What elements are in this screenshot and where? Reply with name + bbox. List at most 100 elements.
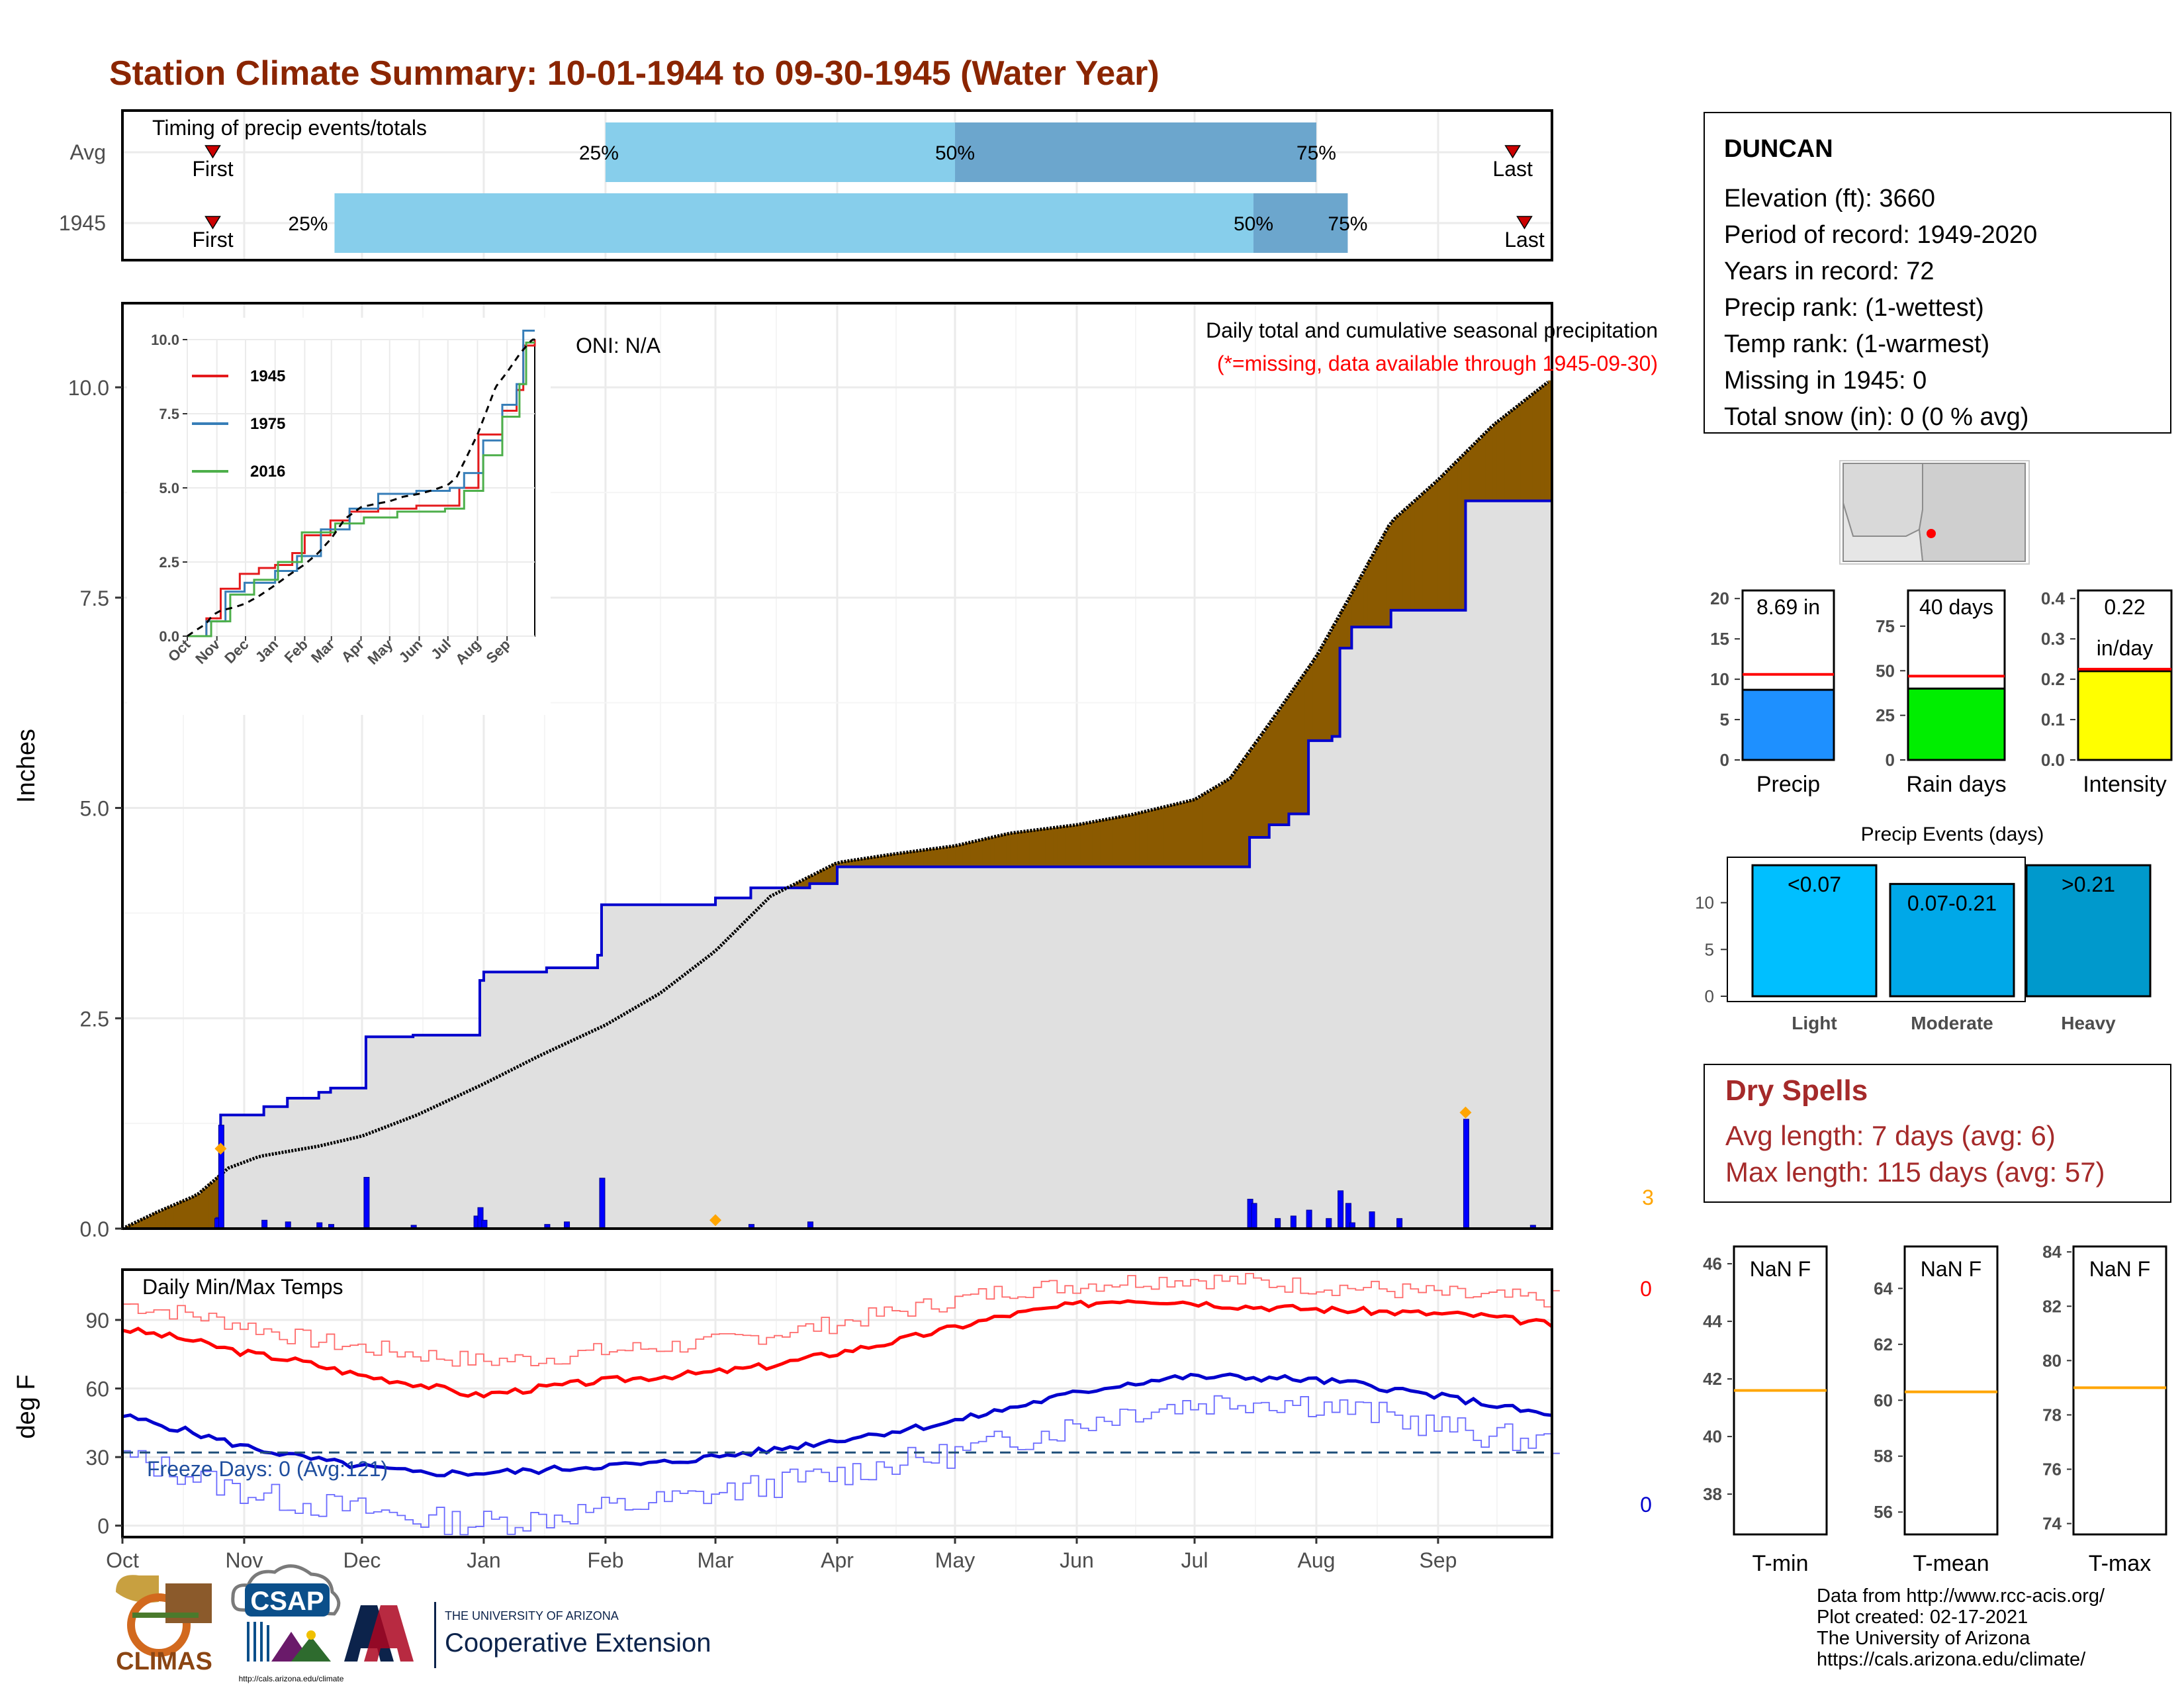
csap-logo: CSAP http://cals.arizona.edu/climate bbox=[231, 1564, 344, 1683]
csap-logo-text: CSAP bbox=[250, 1587, 324, 1616]
daily-precip-bar bbox=[599, 1178, 606, 1229]
timing-p50-label: 50% bbox=[935, 142, 975, 164]
inset-legend-label: 1975 bbox=[250, 415, 285, 433]
timing-p50-label: 50% bbox=[1234, 213, 1273, 235]
deficit-area bbox=[1430, 485, 1435, 610]
daily-precip-bar bbox=[1306, 1209, 1312, 1229]
deficit-area bbox=[150, 1214, 155, 1229]
month-tick-label: Apr bbox=[821, 1548, 854, 1572]
temp-box-frame bbox=[1903, 1245, 1999, 1536]
observed-cumulative-line bbox=[122, 499, 1552, 1230]
temp-box-tick-label: 62 bbox=[1874, 1335, 1893, 1354]
deficit-area bbox=[1402, 509, 1408, 610]
deficit-area bbox=[1033, 829, 1038, 867]
deficit-area bbox=[899, 853, 905, 867]
mini-bar-value-unit: in/day bbox=[2097, 636, 2153, 660]
deficit-area bbox=[1124, 816, 1128, 867]
deficit-area bbox=[1084, 823, 1089, 867]
month-tick-label: Mar bbox=[697, 1548, 733, 1572]
timing-last-marker bbox=[1504, 145, 1521, 159]
mini-bar-tick-label: 25 bbox=[1876, 706, 1895, 726]
deficit-area bbox=[1355, 583, 1360, 628]
deficit-area bbox=[817, 871, 822, 884]
deficit-area bbox=[1250, 748, 1254, 838]
deficit-area bbox=[158, 1211, 162, 1229]
deficit-area bbox=[1449, 466, 1455, 610]
precip-y-tick-label: 0.0 bbox=[80, 1217, 109, 1241]
deficit-area bbox=[1398, 513, 1404, 610]
events-title: Precip Events (days) bbox=[1861, 823, 2044, 845]
deficit-area bbox=[852, 860, 858, 867]
mini-bar-tick-label: 50 bbox=[1876, 661, 1895, 680]
deficit-area bbox=[185, 1199, 190, 1229]
precip-marker bbox=[1459, 1106, 1472, 1119]
deficit-area bbox=[1088, 822, 1093, 867]
deficit-area bbox=[1128, 815, 1132, 867]
deficit-area bbox=[1108, 818, 1113, 867]
temp-box-tick-label: 64 bbox=[1874, 1278, 1893, 1298]
daily-max-temp-line bbox=[122, 1272, 1560, 1367]
deficit-area bbox=[927, 849, 933, 867]
deficit-area bbox=[1041, 829, 1046, 867]
deficit-area bbox=[173, 1204, 178, 1229]
precip-y-tick-label: 10.0 bbox=[68, 376, 109, 400]
deficit-area bbox=[1238, 765, 1242, 867]
deficit-area bbox=[1025, 831, 1030, 867]
deficit-area bbox=[1524, 399, 1529, 501]
deficit-area bbox=[1437, 477, 1443, 610]
temp-box-tick-label: 78 bbox=[2042, 1405, 2062, 1425]
temp-y-tick-label: 60 bbox=[85, 1378, 109, 1401]
deficit-area bbox=[1433, 481, 1439, 610]
inset-y-tick-label: 5.0 bbox=[159, 480, 179, 496]
deficit-area bbox=[1014, 832, 1019, 867]
deficit-area bbox=[923, 849, 929, 867]
temp-box-tick-label: 40 bbox=[1703, 1427, 1722, 1446]
deficit-area bbox=[1371, 554, 1376, 628]
deficit-area bbox=[1069, 825, 1073, 867]
deficit-area bbox=[1324, 639, 1329, 741]
temp-box-tick-label: 44 bbox=[1703, 1311, 1722, 1331]
temperature-summary-boxes: 38 40 42 44 46 NaN F T-min 56 58 60 62 64 NaN F T-mea… bbox=[1703, 1242, 2167, 1576]
deficit-area bbox=[1359, 575, 1364, 628]
university-name-small: THE UNIVERSITY OF ARIZONA bbox=[445, 1609, 619, 1622]
average-max-temp-line bbox=[122, 1299, 1553, 1399]
temp-max-count: 0 bbox=[1640, 1277, 1652, 1301]
inset-y-tick-label: 7.5 bbox=[159, 406, 179, 422]
deficit-area bbox=[181, 1201, 186, 1229]
deficit-area bbox=[1214, 786, 1219, 867]
deficit-area bbox=[1422, 492, 1427, 610]
deficit-area bbox=[1367, 561, 1372, 628]
deficit-area bbox=[1414, 499, 1419, 610]
events-bar-range: <0.07 bbox=[1788, 872, 1841, 896]
precip-marker bbox=[214, 1143, 227, 1155]
deficit-area bbox=[1548, 380, 1553, 501]
temp-box-tick-label: 58 bbox=[1874, 1446, 1893, 1466]
observed-cumulative-area bbox=[122, 500, 1552, 1229]
deficit-area bbox=[947, 846, 952, 867]
month-tick-label: Nov bbox=[226, 1548, 263, 1572]
station-line-0: Elevation (ft): 3660 bbox=[1724, 185, 1935, 212]
mini-bar-value bbox=[1907, 687, 2006, 761]
inset-legend-label: 1945 bbox=[250, 367, 285, 385]
station-info-box: DUNCAN Elevation (ft): 3660 Period of re… bbox=[1704, 112, 2171, 434]
deficit-area bbox=[1076, 824, 1081, 867]
deficit-area bbox=[1057, 827, 1062, 867]
deficit-area bbox=[197, 1193, 202, 1229]
deficit-area bbox=[1277, 710, 1282, 825]
deficit-area bbox=[1485, 431, 1490, 501]
deficit-area bbox=[1151, 809, 1156, 867]
deficit-area bbox=[1132, 814, 1136, 867]
month-tick-label: May bbox=[935, 1548, 975, 1572]
deficit-area bbox=[1080, 823, 1085, 867]
mini-bar-tick-label: 20 bbox=[1710, 588, 1729, 608]
deficit-area bbox=[1383, 532, 1388, 628]
precip-y-tick-label: 7.5 bbox=[80, 586, 109, 610]
temp-box-value-label: NaN F bbox=[1750, 1257, 1811, 1281]
timing-last-marker bbox=[1516, 216, 1533, 230]
deficit-area bbox=[982, 839, 987, 867]
deficit-area bbox=[1441, 474, 1447, 610]
temp-box-label: T-mean bbox=[1913, 1551, 1989, 1576]
deficit-area bbox=[1159, 807, 1164, 867]
station-line-3: Precip rank: (1-wettest) bbox=[1724, 294, 1984, 322]
daily-precip-bar bbox=[1326, 1218, 1332, 1229]
